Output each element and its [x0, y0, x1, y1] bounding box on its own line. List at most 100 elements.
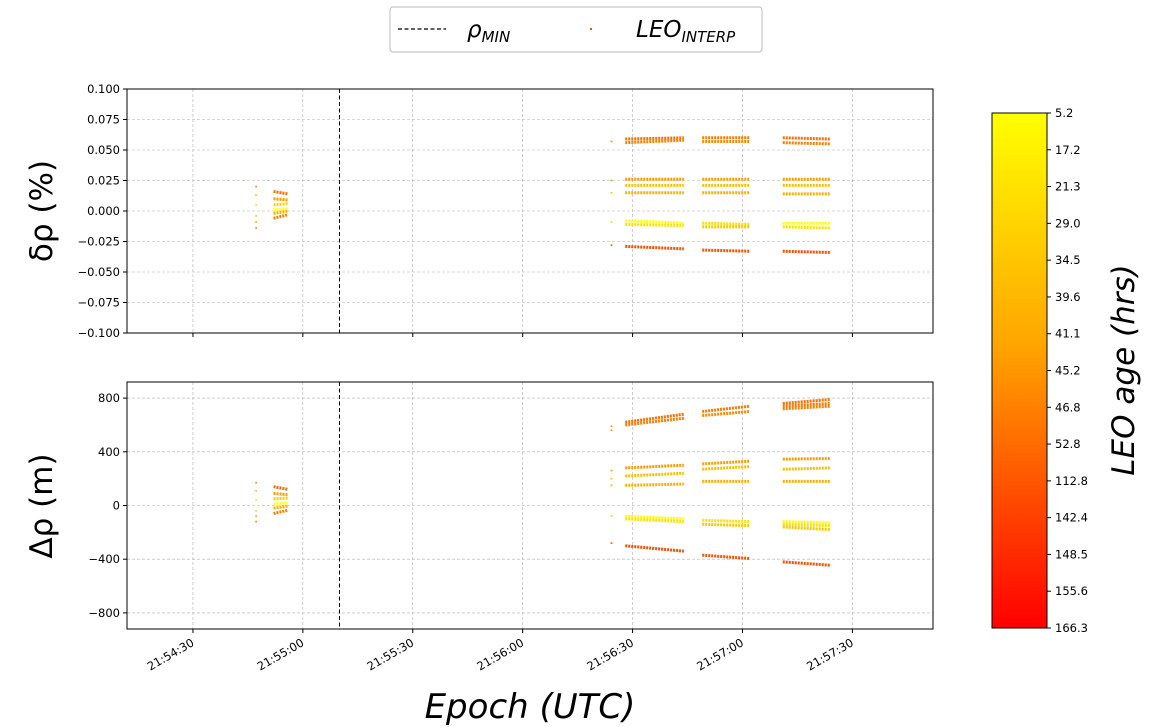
- top-y-axis-label: δρ (%): [24, 160, 60, 262]
- top-panel-grid: [127, 88, 933, 334]
- data-points: [782, 560, 831, 567]
- data-points: [273, 207, 289, 212]
- y-tick-label: 0.000: [87, 204, 120, 218]
- x-tick-label: 21:54:30: [145, 635, 197, 673]
- y-tick-label: −0.025: [77, 235, 120, 249]
- data-points: [702, 518, 750, 524]
- data-points: [273, 496, 289, 501]
- data-points: [625, 219, 684, 225]
- data-points: [702, 404, 750, 414]
- top-y-ticks: −0.100 −0.075 −0.050 −0.025 0.000 0.025 0.050 0…: [77, 82, 127, 340]
- data-points: [782, 249, 831, 254]
- colorbar-tick-label: 5.2: [1055, 106, 1073, 120]
- data-points: [625, 471, 684, 478]
- bottom-y-ticks: −800 −400 0 400 800: [88, 391, 127, 620]
- data-points: [625, 412, 685, 424]
- colorbar-tick-label: 34.5: [1055, 253, 1081, 267]
- colorbar-tick-label: 17.2: [1055, 143, 1081, 157]
- x-tick-label: 21:56:00: [474, 635, 526, 673]
- x-tick-label: 21:55:30: [365, 635, 417, 673]
- data-points: [702, 522, 750, 528]
- data-points: [273, 504, 289, 510]
- data-points: [702, 221, 750, 226]
- legend-point-swatch: [590, 28, 592, 30]
- data-points: [782, 457, 831, 461]
- data-points: [625, 514, 684, 521]
- colorbar-tick-label: 46.8: [1055, 400, 1081, 414]
- bottom-panel: −800 −400 0 400 800 21:54:30 21:55:00 21:55:30…: [24, 381, 934, 673]
- y-tick-label: 0.100: [87, 82, 120, 96]
- colorbar-ticks: 5.2 17.2 21.3 29.0 34.5 39.6 41.1 45.2 46.8 52.8 1…: [1047, 106, 1088, 635]
- top-panel-data: [255, 136, 831, 254]
- data-points: [702, 459, 750, 466]
- colorbar: 5.2 17.2 21.3 29.0 34.5 39.6 41.1 45.2 46.8 52.8 1…: [991, 106, 1142, 635]
- y-tick-label: −800: [88, 606, 120, 620]
- data-points: [782, 522, 831, 528]
- data-points: [625, 222, 684, 228]
- x-tick-label: 21:56:30: [584, 635, 636, 673]
- data-points: [782, 525, 831, 532]
- data-points: [273, 190, 289, 196]
- colorbar-gradient: [991, 112, 1048, 629]
- data-points: [625, 244, 684, 251]
- data-points: [273, 485, 289, 491]
- data-points: [702, 553, 750, 561]
- colorbar-tick-label: 41.1: [1055, 327, 1081, 341]
- data-points: [782, 520, 831, 525]
- data-points: [625, 136, 684, 141]
- colorbar-tick-label: 155.6: [1055, 584, 1088, 598]
- data-points: [782, 397, 831, 405]
- y-tick-label: 0: [113, 499, 120, 513]
- x-tick-label: 21:55:00: [255, 635, 307, 673]
- top-panel: −0.100 −0.075 −0.050 −0.025 0.000 0.025 0.050 0…: [24, 82, 934, 340]
- legend-label-rho-min: ρMIN: [467, 17, 510, 46]
- colorbar-label: LEO age (hrs): [1106, 264, 1142, 475]
- data-points: [273, 491, 289, 497]
- colorbar-tick-label: 148.5: [1055, 547, 1088, 561]
- y-tick-label: −0.050: [77, 265, 120, 279]
- x-axis-label: Epoch (UTC): [425, 687, 636, 727]
- data-points: [273, 508, 289, 516]
- data-points: [702, 248, 750, 253]
- x-tick-label: 21:57:30: [804, 635, 856, 673]
- data-points: [625, 482, 684, 487]
- colorbar-tick-label: 142.4: [1055, 511, 1088, 525]
- y-tick-label: −0.100: [77, 326, 120, 340]
- data-points: [625, 138, 684, 145]
- data-points: [273, 501, 289, 506]
- legend-label-leo-interp: LEOINTERP: [636, 17, 736, 46]
- colorbar-tick-label: 39.6: [1055, 290, 1081, 304]
- bottom-y-axis-label: Δρ (m): [24, 453, 60, 558]
- data-points: [782, 141, 831, 146]
- data-points: [782, 136, 831, 141]
- colorbar-tick-label: 166.3: [1055, 621, 1088, 635]
- data-points: [782, 404, 831, 411]
- colorbar-tick-label: 45.2: [1055, 364, 1081, 378]
- data-points: [702, 465, 750, 471]
- data-points: [625, 416, 685, 427]
- legend-box: [389, 6, 763, 53]
- data-points: [273, 209, 289, 215]
- data-points: [625, 517, 684, 524]
- y-tick-label: 0.025: [87, 174, 120, 188]
- colorbar-tick-label: 112.8: [1055, 474, 1088, 488]
- y-tick-label: −400: [88, 552, 120, 566]
- data-points: [625, 463, 684, 470]
- colorbar-tick-label: 21.3: [1055, 180, 1081, 194]
- bottom-panel-grid: [127, 382, 933, 629]
- data-points: [273, 202, 289, 207]
- x-tick-label: 21:57:00: [694, 635, 746, 673]
- y-tick-label: 0.050: [87, 143, 120, 157]
- y-tick-label: 0.075: [87, 113, 120, 127]
- top-x-ticks: [192, 333, 853, 337]
- data-points: [782, 401, 831, 408]
- y-tick-label: 400: [98, 445, 120, 459]
- data-points: [625, 544, 685, 553]
- bottom-x-ticks: 21:54:30 21:55:00 21:55:30 21:56:00 21:56:30…: [145, 629, 856, 673]
- legend: ρMIN LEOINTERP: [389, 6, 763, 53]
- data-points: [702, 410, 750, 418]
- colorbar-tick-label: 52.8: [1055, 437, 1081, 451]
- data-points: [273, 213, 289, 220]
- data-points: [782, 225, 831, 230]
